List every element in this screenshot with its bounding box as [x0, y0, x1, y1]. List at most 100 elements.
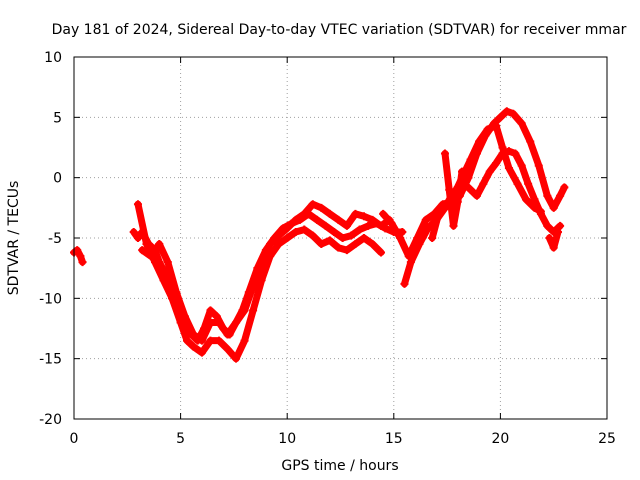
data-point — [421, 215, 430, 224]
data-point — [511, 149, 520, 158]
data-point — [317, 240, 326, 249]
data-point — [257, 276, 266, 285]
y-tick-label: -15 — [39, 352, 62, 368]
x-tick-label: 0 — [70, 431, 79, 447]
data-point — [129, 227, 138, 236]
data-point — [197, 348, 206, 357]
data-point — [151, 258, 160, 267]
series-track-a — [70, 246, 86, 266]
data-point — [406, 258, 415, 267]
data-point — [334, 243, 343, 252]
data-point — [133, 234, 142, 242]
data-point — [434, 209, 443, 218]
data-point — [368, 240, 377, 249]
data-point — [308, 200, 317, 209]
data-point — [182, 336, 191, 345]
data-point — [317, 203, 326, 212]
data-point — [440, 203, 449, 212]
x-tick-label: 25 — [598, 431, 616, 447]
data-point — [466, 185, 475, 194]
data-point — [513, 179, 522, 188]
data-point — [379, 209, 388, 218]
data-point — [517, 119, 526, 128]
data-point — [189, 330, 198, 339]
data-point — [133, 200, 142, 209]
x-axis-label: GPS time / hours — [281, 458, 398, 474]
data-point — [526, 137, 535, 146]
data-point — [449, 221, 458, 230]
data-point — [342, 221, 351, 230]
data-point — [240, 306, 249, 315]
data-point — [428, 234, 437, 242]
data-point — [321, 221, 330, 230]
series-track-d — [138, 200, 393, 345]
data-point — [483, 125, 492, 134]
data-point — [543, 221, 552, 230]
data-point — [249, 306, 258, 315]
data-point — [509, 109, 518, 118]
data-point — [291, 215, 300, 224]
data-point — [155, 240, 164, 249]
data-point — [351, 209, 360, 218]
series-track-e — [379, 107, 568, 260]
x-tick-label: 10 — [278, 431, 296, 447]
data-point — [197, 336, 206, 345]
data-point — [325, 209, 334, 218]
data-point — [206, 336, 215, 345]
data-point — [351, 240, 360, 249]
data-point — [266, 240, 275, 249]
axis-ticks: 0 5 10 15 20 25 -20 -15 -10 -5 0 5 10 — [39, 50, 616, 447]
data-point — [496, 113, 505, 122]
data-point — [214, 336, 223, 345]
data-point — [146, 252, 155, 261]
data-point — [415, 240, 424, 249]
data-point — [257, 258, 266, 267]
data-point — [172, 288, 181, 297]
data-point — [274, 231, 283, 240]
data-point — [368, 215, 377, 224]
data-point — [364, 221, 373, 230]
data-point — [453, 197, 462, 206]
data-point — [189, 342, 198, 351]
data-point — [556, 221, 565, 230]
data-point — [334, 215, 343, 224]
data-point — [313, 215, 322, 224]
data-point — [138, 246, 147, 255]
data-point — [387, 219, 396, 228]
data-point — [549, 243, 558, 252]
data-point — [485, 167, 494, 176]
data-point — [76, 252, 85, 261]
data-point — [330, 227, 339, 236]
data-point — [342, 246, 351, 255]
data-point — [325, 236, 334, 245]
data-point — [223, 345, 232, 354]
y-axis-label: SDTVAR / TECUs — [6, 181, 22, 296]
data-point — [283, 234, 292, 242]
data-point — [504, 147, 513, 156]
data-point — [176, 318, 185, 327]
data-point — [73, 246, 82, 255]
x-tick-label: 20 — [491, 431, 509, 447]
y-tick-label: 10 — [44, 50, 62, 66]
data-point — [560, 183, 569, 192]
data-point — [545, 234, 554, 242]
data-point — [249, 282, 258, 291]
y-tick-label: -5 — [48, 231, 62, 247]
data-point — [347, 231, 356, 240]
data-point — [472, 191, 481, 200]
data-point — [492, 159, 501, 168]
data-point — [536, 209, 545, 218]
data-point — [440, 149, 449, 158]
data-point — [206, 306, 215, 315]
data-point — [377, 221, 386, 230]
data-point — [232, 318, 241, 327]
data-point — [359, 234, 368, 242]
data-series — [70, 107, 569, 363]
data-point — [291, 227, 300, 236]
y-tick-label: 5 — [53, 110, 62, 126]
x-tick-label: 15 — [385, 431, 403, 447]
data-point — [543, 191, 552, 200]
data-point — [300, 225, 309, 234]
data-point — [492, 121, 501, 130]
data-point — [232, 354, 241, 363]
